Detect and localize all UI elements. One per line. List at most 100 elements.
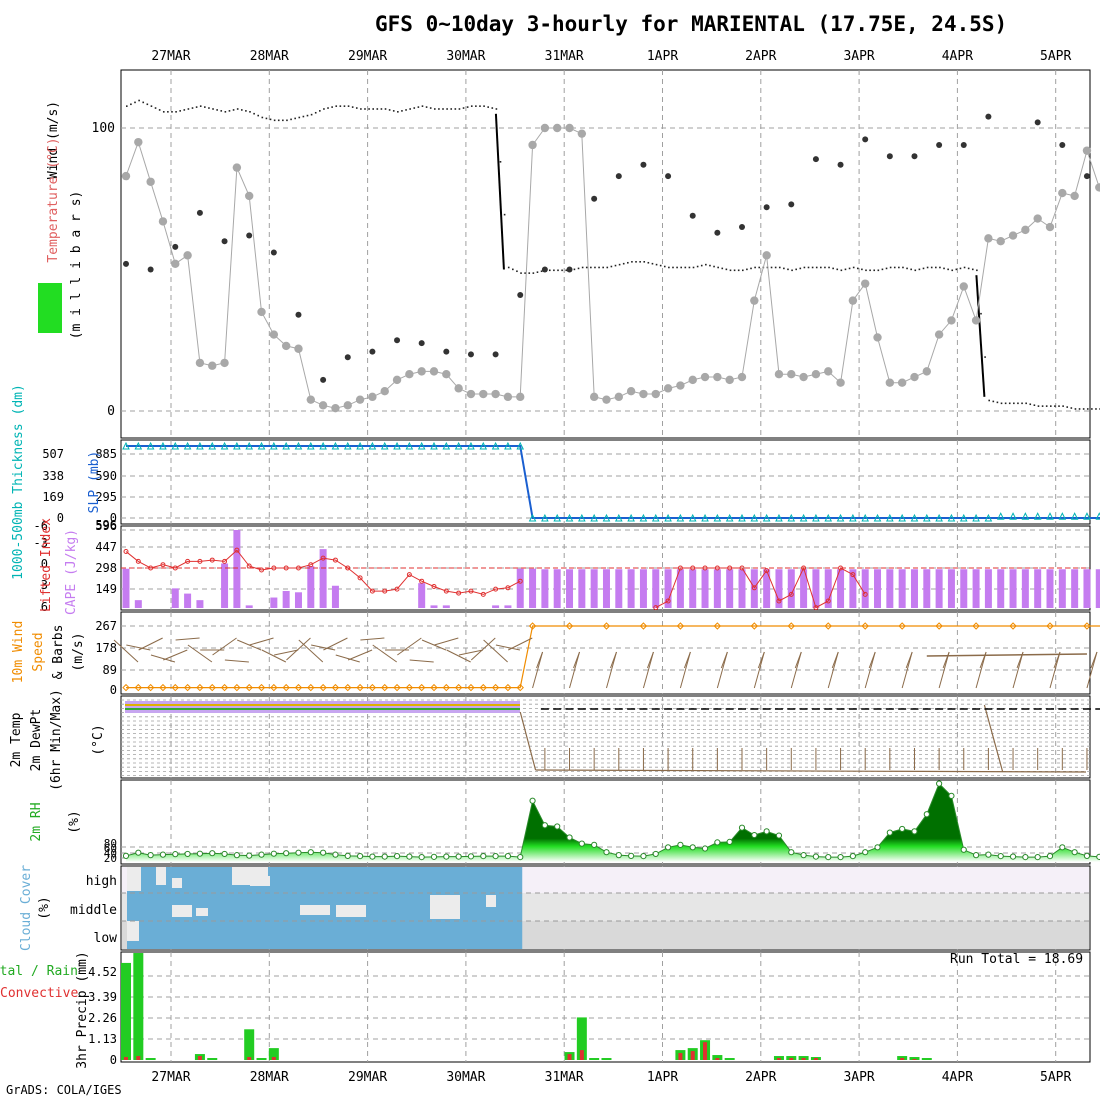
lifted-index-point	[480, 591, 486, 597]
rh2m-units-label: (%)	[67, 810, 82, 833]
temperature-axis-label: Temperature (°C)	[46, 137, 61, 262]
precip-bar	[121, 962, 131, 1060]
cape-bar	[430, 605, 438, 608]
rh-point	[318, 401, 328, 410]
thickness-point	[467, 441, 475, 450]
wind-point	[394, 337, 401, 344]
rh2m-point	[504, 853, 512, 860]
thickness-point	[393, 441, 401, 450]
temperature-dot	[228, 110, 231, 112]
rh2m-point	[591, 841, 598, 848]
cloud-gap	[156, 867, 166, 885]
wind-speed-marker	[454, 683, 463, 692]
cape-bar	[418, 583, 426, 608]
rh-point	[466, 389, 476, 399]
rh2m-point	[972, 852, 980, 859]
main-tick-label: 100	[92, 121, 115, 136]
lifted-index-point	[271, 565, 277, 571]
wind-point	[172, 243, 179, 250]
wind-barb	[126, 644, 151, 651]
wind-barb	[1012, 651, 1024, 689]
temperature-dot	[1025, 402, 1027, 405]
wind-barb-cluster	[926, 653, 1087, 657]
lifted-index-tick-label: 0	[41, 557, 48, 571]
temperature-dot	[495, 108, 498, 110]
temperature-dot	[746, 268, 748, 271]
rh2m-point	[948, 792, 955, 799]
rh2m-point	[677, 841, 684, 848]
thickness-point	[1058, 512, 1067, 520]
lifted-index-point	[493, 586, 499, 592]
temperature-dot	[175, 111, 177, 113]
cape-bar	[184, 593, 192, 608]
rh-point	[824, 367, 833, 376]
rh2m-point	[541, 822, 548, 829]
wind-speed-marker	[787, 622, 795, 630]
cloud-gap	[172, 878, 182, 888]
cape-bar	[171, 588, 179, 608]
chart-title: GFS 0~10day 3-hourly for MARIENTAL (17.7…	[375, 12, 1008, 36]
temperature-dot	[861, 268, 863, 271]
cape-bar	[689, 569, 697, 608]
cape-bar	[541, 569, 549, 608]
lifted-index-point	[456, 590, 462, 596]
thickness-point	[528, 513, 537, 522]
rh2m-point	[923, 811, 930, 818]
wind-speed-marker	[208, 683, 216, 692]
temperature-dot	[405, 109, 407, 111]
wind-speed-marker	[935, 622, 943, 630]
wind-barb	[360, 637, 385, 641]
wind-point	[886, 153, 893, 160]
precip-bar	[576, 1017, 587, 1060]
rh-point	[787, 370, 796, 379]
temperature-dot	[212, 108, 214, 110]
wind-speed-marker	[344, 683, 352, 692]
cape-bar	[627, 569, 635, 608]
precip-bar	[256, 1058, 267, 1060]
thickness-tick-label: 0	[57, 511, 64, 525]
wind-speed-marker	[898, 622, 906, 630]
rh2m-point	[726, 838, 733, 846]
thickness-tick-label: 169	[42, 490, 64, 504]
temperature-dot	[314, 111, 317, 114]
lifted-index-point	[690, 565, 696, 571]
rh-point	[1058, 188, 1067, 198]
thickness-point	[343, 441, 352, 450]
wind-barb	[347, 649, 373, 661]
rh-tick-label: 20	[104, 852, 117, 865]
cloud-gap	[127, 921, 139, 941]
temperature-dot	[959, 267, 962, 270]
rh-line	[125, 127, 1100, 409]
lifted-index-point	[517, 578, 523, 584]
thickness-point	[159, 441, 167, 450]
thickness-point	[541, 513, 549, 522]
rh-point	[836, 378, 845, 387]
convective-bar	[271, 1057, 276, 1060]
temperature-dot	[355, 107, 358, 109]
cape-bar	[676, 569, 684, 608]
wind-speed-marker	[467, 683, 475, 692]
thickness-point	[1046, 512, 1054, 520]
wind-speed-marker	[381, 683, 389, 692]
temperature-dot	[540, 270, 543, 273]
wind-barb	[311, 644, 336, 651]
thickness-point	[208, 441, 217, 450]
panel-frame-rh	[120, 779, 1091, 865]
convective-bar	[197, 1056, 202, 1060]
thickness-point	[812, 513, 820, 522]
thickness-point	[319, 441, 327, 450]
lifted-index-point	[714, 565, 720, 571]
temperature-dot	[470, 105, 473, 107]
temperature-dot	[1029, 403, 1032, 406]
lifted-index-point	[419, 578, 425, 584]
temperature-dot	[376, 108, 379, 110]
wind-point	[936, 141, 943, 148]
cape-tick-label: 596	[95, 519, 117, 533]
temperature-dot	[1074, 408, 1077, 410]
cape-bar	[997, 569, 1005, 608]
thickness-point	[442, 441, 451, 450]
wind-barb	[286, 637, 311, 661]
rh-point	[774, 370, 784, 379]
temperature-dot	[684, 266, 687, 269]
rh-point	[725, 375, 734, 385]
